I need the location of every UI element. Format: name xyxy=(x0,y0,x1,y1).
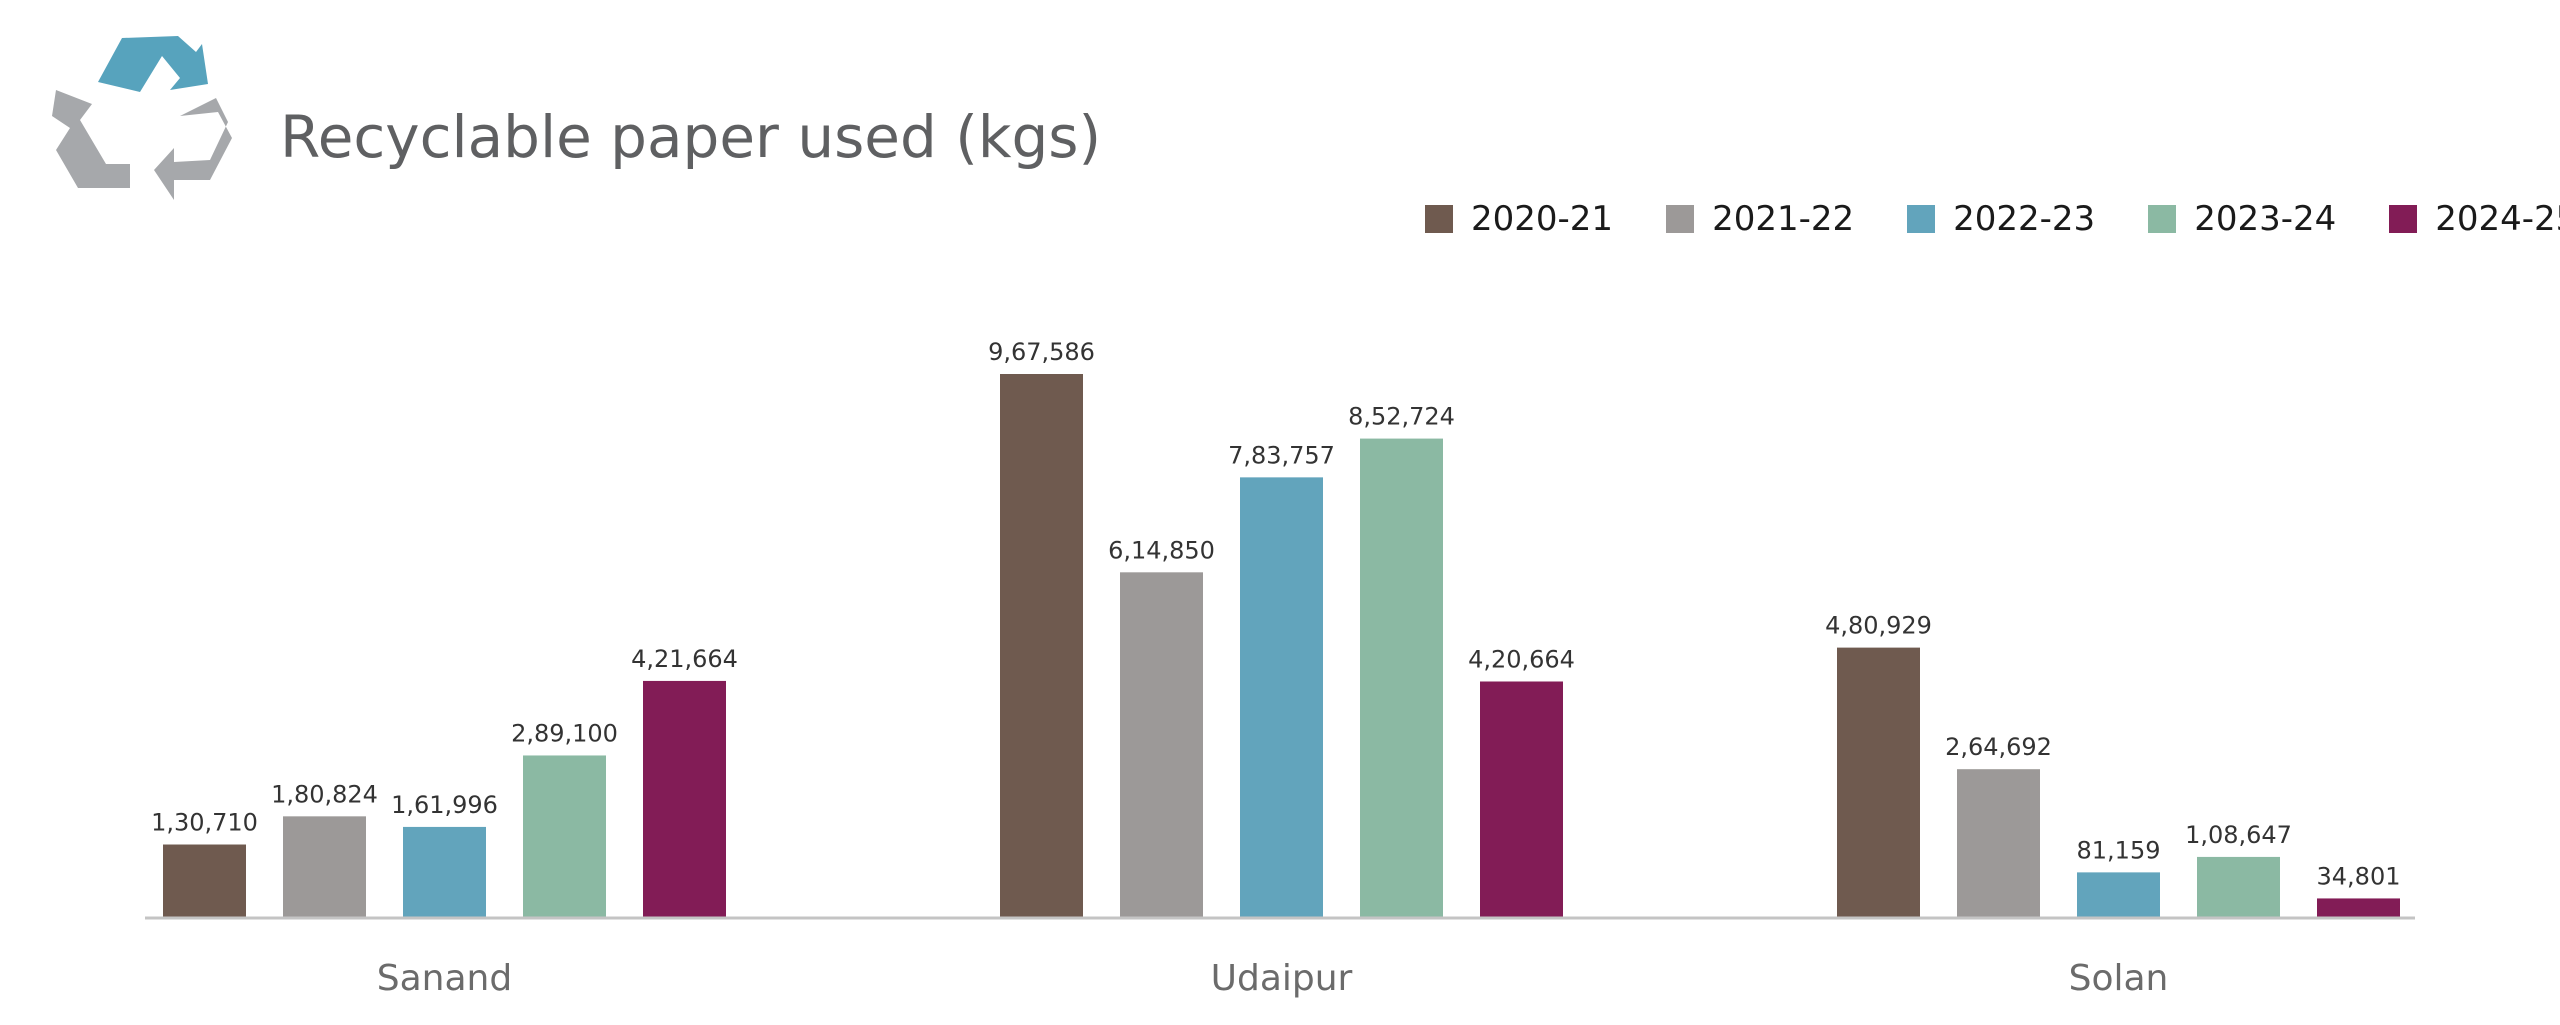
legend-swatch xyxy=(1666,205,1695,233)
data-label: 4,80,929 xyxy=(1825,612,1932,640)
legend-item-2023-24: 2023-24 xyxy=(2148,202,2336,236)
bar-sanand-2020-21 xyxy=(163,844,246,918)
bar-sanand-2021-22 xyxy=(283,816,366,918)
legend-label: 2021-22 xyxy=(1712,199,1855,239)
data-label: 9,67,586 xyxy=(988,338,1095,366)
bar-solan-2024-25 xyxy=(2317,898,2400,918)
data-label: 2,64,692 xyxy=(1945,733,2052,761)
bar-sanand-2024-25 xyxy=(643,680,726,918)
bar-solan-2021-22 xyxy=(1957,769,2040,918)
bar-udaipur-2021-22 xyxy=(1120,572,1203,918)
data-label: 8,52,724 xyxy=(1348,403,1455,431)
data-label: 4,21,664 xyxy=(631,645,738,673)
legend-label: 2024-25 xyxy=(2435,199,2560,239)
data-label: 7,83,757 xyxy=(1228,441,1335,469)
bars-group xyxy=(163,374,2400,918)
legend-swatch xyxy=(1907,205,1936,233)
recycle-arrow-left xyxy=(52,90,130,188)
data-label: 1,08,647 xyxy=(2185,821,2292,849)
data-labels-group: 1,30,710 1,80,824 1,61,996 2,89,100 4,21,664… xyxy=(151,338,2400,890)
legend-swatch xyxy=(2148,205,2177,233)
data-label: 34,801 xyxy=(2317,862,2401,890)
category-label-sanand: Sanand xyxy=(377,958,512,999)
data-label: 1,80,824 xyxy=(271,780,378,808)
legend-item-2022-23: 2022-23 xyxy=(1907,202,2095,236)
data-label: 1,30,710 xyxy=(151,809,258,837)
bar-udaipur-2023-24 xyxy=(1360,438,1443,918)
legend-item-2024-25: 2024-25 xyxy=(2389,202,2560,236)
recycle-arrow-top xyxy=(98,36,208,92)
legend: 2020-21 2021-22 2022-23 2023-24 2024-25 xyxy=(1425,202,2560,236)
legend-item-2021-22: 2021-22 xyxy=(1666,202,1854,236)
category-label-solan: Solan xyxy=(2069,958,2169,999)
data-label: 2,89,100 xyxy=(511,719,618,747)
bar-sanand-2023-24 xyxy=(523,755,606,918)
legend-label: 2022-23 xyxy=(1953,199,2096,239)
data-label: 1,61,996 xyxy=(391,791,498,819)
recycle-arrow-right xyxy=(154,98,232,200)
bar-udaipur-2020-21 xyxy=(1000,374,1083,918)
bar-solan-2023-24 xyxy=(2197,856,2280,918)
category-labels-group: Sanand Udaipur Solan xyxy=(377,958,2169,999)
legend-item-2020-21: 2020-21 xyxy=(1425,202,1613,236)
bar-udaipur-2022-23 xyxy=(1240,477,1323,918)
bar-solan-2022-23 xyxy=(2077,872,2160,918)
data-label: 6,14,850 xyxy=(1108,536,1215,564)
data-label: 4,20,664 xyxy=(1468,645,1575,673)
legend-swatch xyxy=(1425,205,1453,233)
legend-swatch xyxy=(2389,205,2418,233)
bar-sanand-2022-23 xyxy=(403,826,486,918)
recycle-icon xyxy=(52,36,232,200)
category-label-udaipur: Udaipur xyxy=(1211,958,1353,999)
bar-solan-2020-21 xyxy=(1837,647,1920,918)
legend-label: 2020-21 xyxy=(1471,199,1614,239)
legend-label: 2023-24 xyxy=(2194,199,2337,239)
bar-udaipur-2024-25 xyxy=(1480,681,1563,918)
page-title: Recyclable paper used (kgs) xyxy=(280,103,1102,171)
data-label: 81,159 xyxy=(2077,836,2161,864)
